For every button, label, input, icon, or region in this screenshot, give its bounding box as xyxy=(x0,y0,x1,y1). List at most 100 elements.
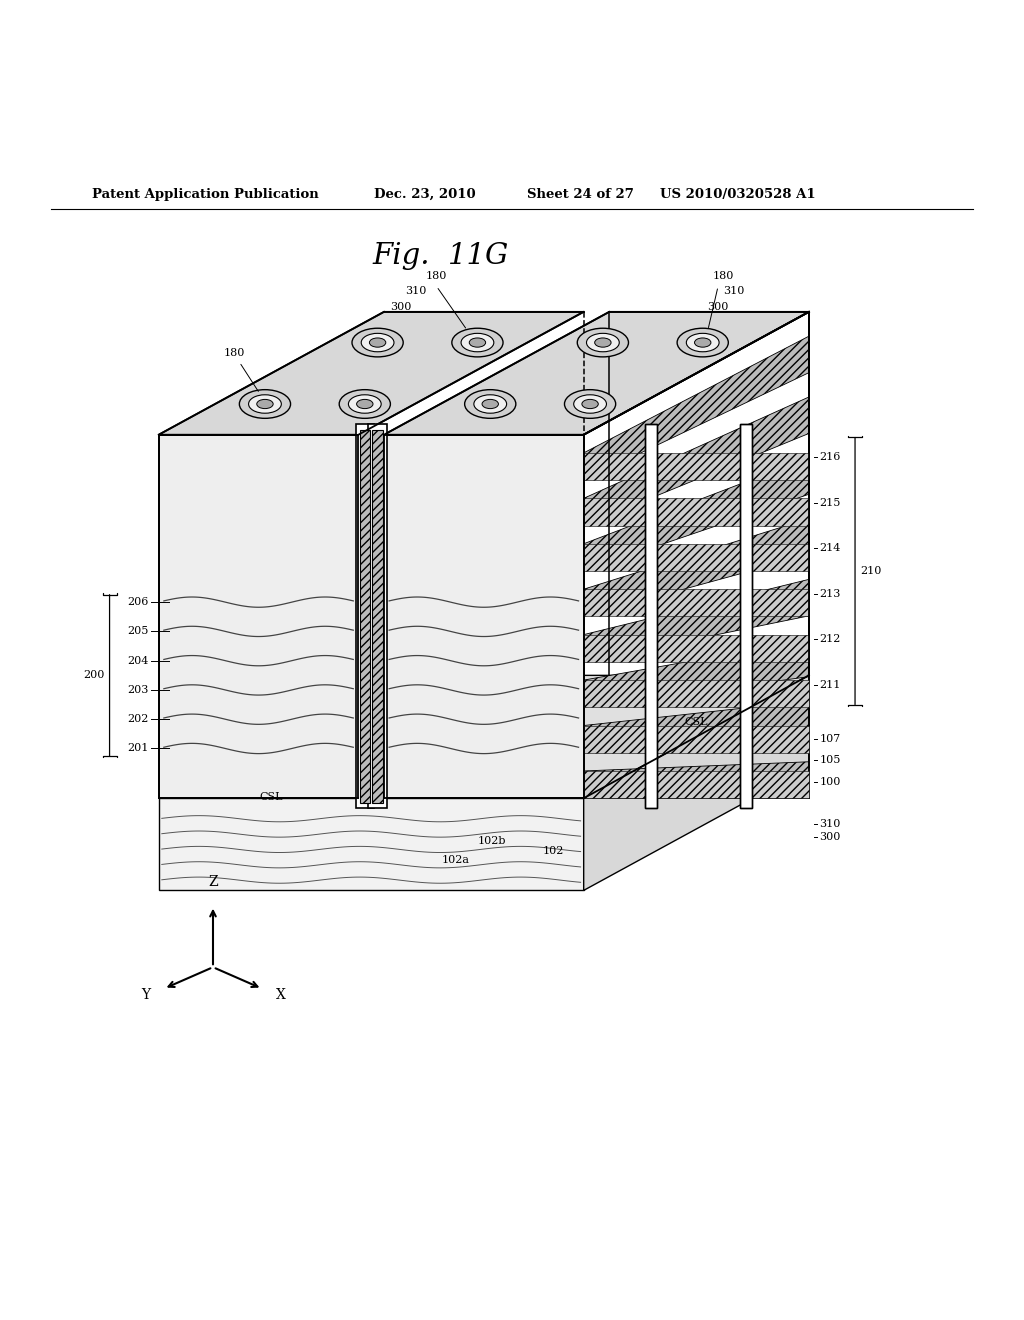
Polygon shape xyxy=(584,762,809,799)
Text: Y: Y xyxy=(141,987,150,1002)
Polygon shape xyxy=(358,453,384,480)
Polygon shape xyxy=(369,425,387,808)
Polygon shape xyxy=(657,544,739,572)
Ellipse shape xyxy=(694,338,711,347)
Text: 310: 310 xyxy=(819,818,841,829)
Ellipse shape xyxy=(249,395,282,413)
Polygon shape xyxy=(584,458,809,572)
Polygon shape xyxy=(752,544,809,572)
Polygon shape xyxy=(584,499,645,525)
Ellipse shape xyxy=(469,338,485,347)
Polygon shape xyxy=(159,434,358,799)
Ellipse shape xyxy=(352,329,403,356)
Ellipse shape xyxy=(587,334,620,351)
Text: 102: 102 xyxy=(543,846,564,857)
Ellipse shape xyxy=(474,395,507,413)
Text: 201: 201 xyxy=(127,743,148,754)
Text: CSL: CSL xyxy=(260,792,283,803)
Polygon shape xyxy=(584,701,809,752)
Text: 216: 216 xyxy=(819,453,841,462)
Ellipse shape xyxy=(582,400,598,409)
Ellipse shape xyxy=(240,389,291,418)
Polygon shape xyxy=(657,635,739,661)
Polygon shape xyxy=(752,635,809,661)
Text: Dec. 23, 2010: Dec. 23, 2010 xyxy=(374,187,475,201)
Text: 107: 107 xyxy=(819,734,841,744)
Polygon shape xyxy=(752,726,809,752)
Polygon shape xyxy=(355,425,374,808)
Text: 180: 180 xyxy=(713,271,734,281)
Text: 102b: 102b xyxy=(477,837,506,846)
Polygon shape xyxy=(752,680,809,708)
Polygon shape xyxy=(358,726,384,752)
Text: 211: 211 xyxy=(819,680,841,689)
Polygon shape xyxy=(384,434,584,799)
Polygon shape xyxy=(752,589,809,616)
Polygon shape xyxy=(358,635,384,661)
Text: Sheet 24 of 27: Sheet 24 of 27 xyxy=(527,187,634,201)
Polygon shape xyxy=(584,519,809,616)
Polygon shape xyxy=(739,425,752,808)
Polygon shape xyxy=(584,337,809,480)
Polygon shape xyxy=(657,499,739,525)
Polygon shape xyxy=(752,453,809,480)
Polygon shape xyxy=(752,499,809,525)
Polygon shape xyxy=(358,589,384,616)
Text: 300: 300 xyxy=(390,302,412,312)
Text: 203: 203 xyxy=(127,685,148,694)
Text: 105: 105 xyxy=(819,755,841,764)
Polygon shape xyxy=(358,680,384,708)
Ellipse shape xyxy=(564,389,615,418)
Text: 102a: 102a xyxy=(441,854,470,865)
Polygon shape xyxy=(584,397,809,525)
Text: 310: 310 xyxy=(723,286,744,297)
Text: Patent Application Publication: Patent Application Publication xyxy=(92,187,318,201)
Text: 213: 213 xyxy=(819,589,841,599)
Text: 210: 210 xyxy=(860,566,882,576)
Text: 206: 206 xyxy=(127,597,148,607)
Polygon shape xyxy=(584,589,645,616)
Ellipse shape xyxy=(339,389,390,418)
Ellipse shape xyxy=(595,338,611,347)
Text: 300: 300 xyxy=(819,832,841,842)
Polygon shape xyxy=(584,640,809,708)
Polygon shape xyxy=(584,544,645,572)
Ellipse shape xyxy=(686,334,719,351)
Polygon shape xyxy=(358,544,384,572)
Text: 212: 212 xyxy=(819,634,841,644)
Polygon shape xyxy=(657,589,739,616)
Text: 205: 205 xyxy=(127,627,148,636)
Ellipse shape xyxy=(573,395,606,413)
Polygon shape xyxy=(657,680,739,708)
Polygon shape xyxy=(584,676,809,891)
Polygon shape xyxy=(358,771,384,799)
Ellipse shape xyxy=(578,329,629,356)
Polygon shape xyxy=(159,799,584,891)
Ellipse shape xyxy=(257,400,273,409)
Polygon shape xyxy=(645,425,657,808)
Text: US 2010/0320528 A1: US 2010/0320528 A1 xyxy=(660,187,816,201)
Text: 215: 215 xyxy=(819,498,841,508)
Ellipse shape xyxy=(465,389,516,418)
Ellipse shape xyxy=(452,329,503,356)
Text: 200: 200 xyxy=(83,671,104,680)
Text: 202: 202 xyxy=(127,714,148,725)
Text: Fig.  11G: Fig. 11G xyxy=(372,242,509,269)
Text: 214: 214 xyxy=(819,544,841,553)
Polygon shape xyxy=(584,771,645,799)
Text: 180: 180 xyxy=(426,271,447,281)
Text: Z: Z xyxy=(208,875,218,890)
Ellipse shape xyxy=(361,334,394,351)
Polygon shape xyxy=(752,771,809,799)
Text: 204: 204 xyxy=(127,656,148,665)
Polygon shape xyxy=(584,453,645,480)
Polygon shape xyxy=(358,499,384,525)
Ellipse shape xyxy=(677,329,728,356)
Text: 180: 180 xyxy=(223,347,245,358)
Polygon shape xyxy=(384,312,809,434)
Ellipse shape xyxy=(642,787,660,796)
Text: CSL: CSL xyxy=(685,718,708,727)
Ellipse shape xyxy=(461,334,494,351)
Polygon shape xyxy=(359,429,370,804)
Text: 100: 100 xyxy=(819,777,841,787)
